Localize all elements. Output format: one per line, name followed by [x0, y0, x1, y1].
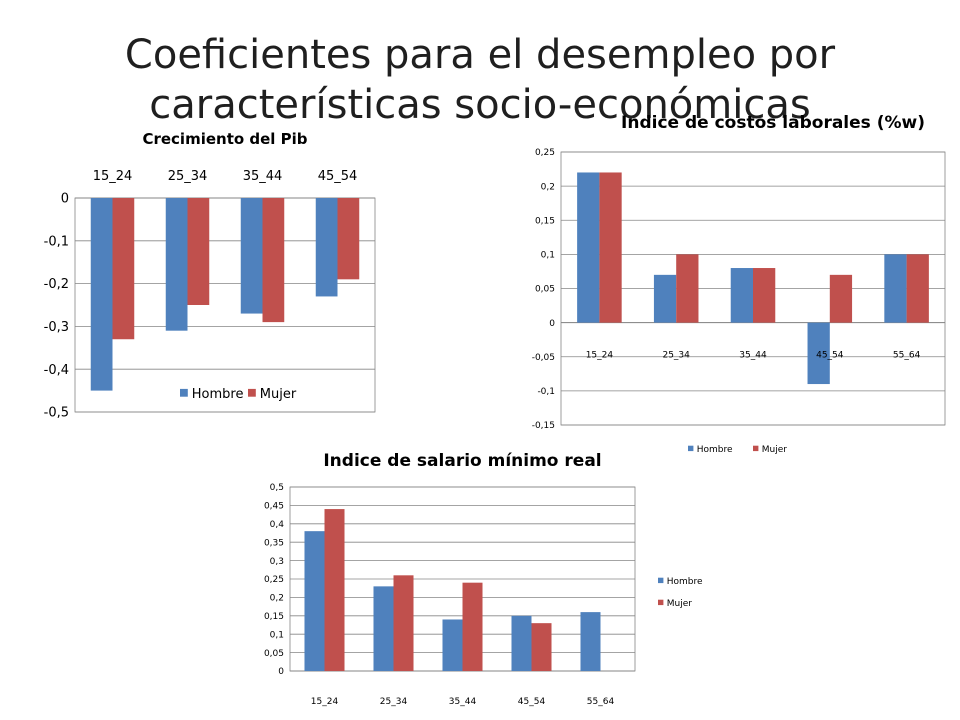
legend-label: Mujer	[260, 387, 297, 402]
bar-mujer-25_34	[676, 254, 699, 323]
bar-hombre-25_34	[165, 198, 188, 331]
y-tick-label: 0	[278, 667, 284, 677]
legend-label: Mujer	[762, 445, 788, 455]
bar-hombre-15_24	[304, 531, 325, 671]
legend-label: Hombre	[192, 387, 244, 402]
y-tick-label: -0,5	[44, 406, 69, 421]
chart-costos-laborales: Indice de costos laborales (%w) 0,25 0,2 0,…	[505, 100, 960, 460]
y-tick-label: -0,2	[44, 277, 69, 292]
bar-hombre-35_44	[442, 619, 463, 671]
legend-label: Hombre	[697, 445, 733, 455]
chart-title: Indice de costos laborales (%w)	[621, 113, 925, 133]
bar-mujer-45_54	[829, 274, 853, 323]
y-tick-label: -0,1	[44, 234, 69, 249]
y-tick-label: -0,4	[44, 363, 69, 378]
bar-hombre-45_54	[807, 322, 830, 385]
legend-swatch-mujer	[248, 388, 256, 397]
legend-swatch-hombre	[688, 445, 694, 452]
category-label: 15_24	[586, 351, 614, 361]
y-tick-label: 0,2	[541, 182, 555, 192]
bar-hombre-55_64	[884, 254, 907, 323]
legend-swatch-mujer	[753, 445, 759, 452]
bar-hombre-45_54	[315, 198, 338, 297]
bar-mujer-45_54	[531, 623, 552, 671]
bar-hombre-35_44	[240, 198, 263, 314]
y-tick-label: 0,1	[541, 251, 555, 261]
bar-mujer-15_24	[324, 509, 345, 671]
category-label: 55_64	[893, 351, 921, 361]
y-tick-label: 0,1	[270, 630, 284, 640]
y-tick-label: 0,45	[264, 502, 284, 512]
category-label: 25_34	[168, 169, 208, 184]
chart-crecimiento-pib: Crecimiento del Pib 0 -0,1 -0,2 -0,3 -0,4 -0,5…	[20, 120, 420, 440]
legend-swatch-mujer	[658, 599, 664, 606]
bar-mujer-15_24	[112, 198, 135, 340]
y-tick-label: -0,05	[532, 353, 555, 363]
legend-label: Mujer	[667, 599, 693, 609]
y-tick-label: 0,25	[535, 148, 555, 158]
category-label: 35_44	[243, 169, 283, 184]
category-label: 45_54	[318, 169, 358, 184]
bar-mujer-35_44	[262, 198, 285, 323]
category-label: 55_64	[587, 697, 615, 707]
y-tick-label: 0,15	[535, 216, 555, 226]
bar-mujer-25_34	[187, 198, 210, 305]
category-label: 25_34	[662, 351, 690, 361]
bar-hombre-45_54	[511, 615, 532, 671]
y-tick-label: 0,3	[270, 557, 284, 567]
y-tick-label: 0,05	[535, 285, 555, 295]
slide-title: Coeficientes para el desempleo por carac…	[124, 32, 836, 128]
category-label: 45_54	[816, 351, 844, 361]
y-tick-label: 0,2	[270, 594, 284, 604]
category-label: 45_54	[518, 697, 546, 707]
y-tick-label: 0	[549, 319, 555, 329]
bar-hombre-25_34	[653, 274, 677, 323]
legend-label: Hombre	[667, 577, 703, 587]
category-label: 15_24	[93, 169, 133, 184]
plot-frame	[560, 151, 946, 426]
bar-hombre-35_44	[730, 268, 753, 323]
y-tick-label: 0	[61, 192, 69, 207]
chart-salario-minimo: Indice de salario mínimo real 0,5 0,45 0,4 0…	[250, 440, 703, 720]
legend-swatch-hombre	[180, 388, 188, 397]
bar-mujer-35_44	[462, 582, 483, 671]
bar-hombre-55_64	[580, 612, 601, 671]
y-tick-label: 0,05	[264, 649, 284, 659]
y-tick-label: -0,3	[44, 320, 69, 335]
bar-mujer-45_54	[337, 198, 360, 280]
legend-swatch-hombre	[658, 577, 664, 584]
category-label: 35_44	[449, 697, 477, 707]
bar-hombre-15_24	[90, 198, 113, 391]
bar-mujer-25_34	[393, 575, 414, 671]
y-tick-label: 0,35	[264, 538, 284, 548]
category-label: 25_34	[380, 697, 408, 707]
y-tick-label: -0,1	[537, 387, 555, 397]
category-label: 15_24	[311, 697, 339, 707]
category-label: 35_44	[739, 351, 767, 361]
y-tick-label: -0,15	[532, 421, 555, 431]
bar-mujer-35_44	[753, 268, 776, 323]
y-tick-label: 0,5	[270, 483, 284, 493]
chart-title: Crecimiento del Pib	[142, 130, 307, 148]
chart-title: Indice de salario mínimo real	[323, 451, 601, 471]
y-tick-label: 0,15	[264, 612, 284, 622]
bar-mujer-15_24	[599, 172, 622, 323]
bar-hombre-25_34	[373, 586, 394, 671]
y-tick-label: 0,25	[264, 575, 284, 585]
bar-mujer-55_64	[906, 254, 929, 323]
bar-hombre-15_24	[577, 172, 600, 323]
y-tick-label: 0,4	[270, 520, 285, 530]
